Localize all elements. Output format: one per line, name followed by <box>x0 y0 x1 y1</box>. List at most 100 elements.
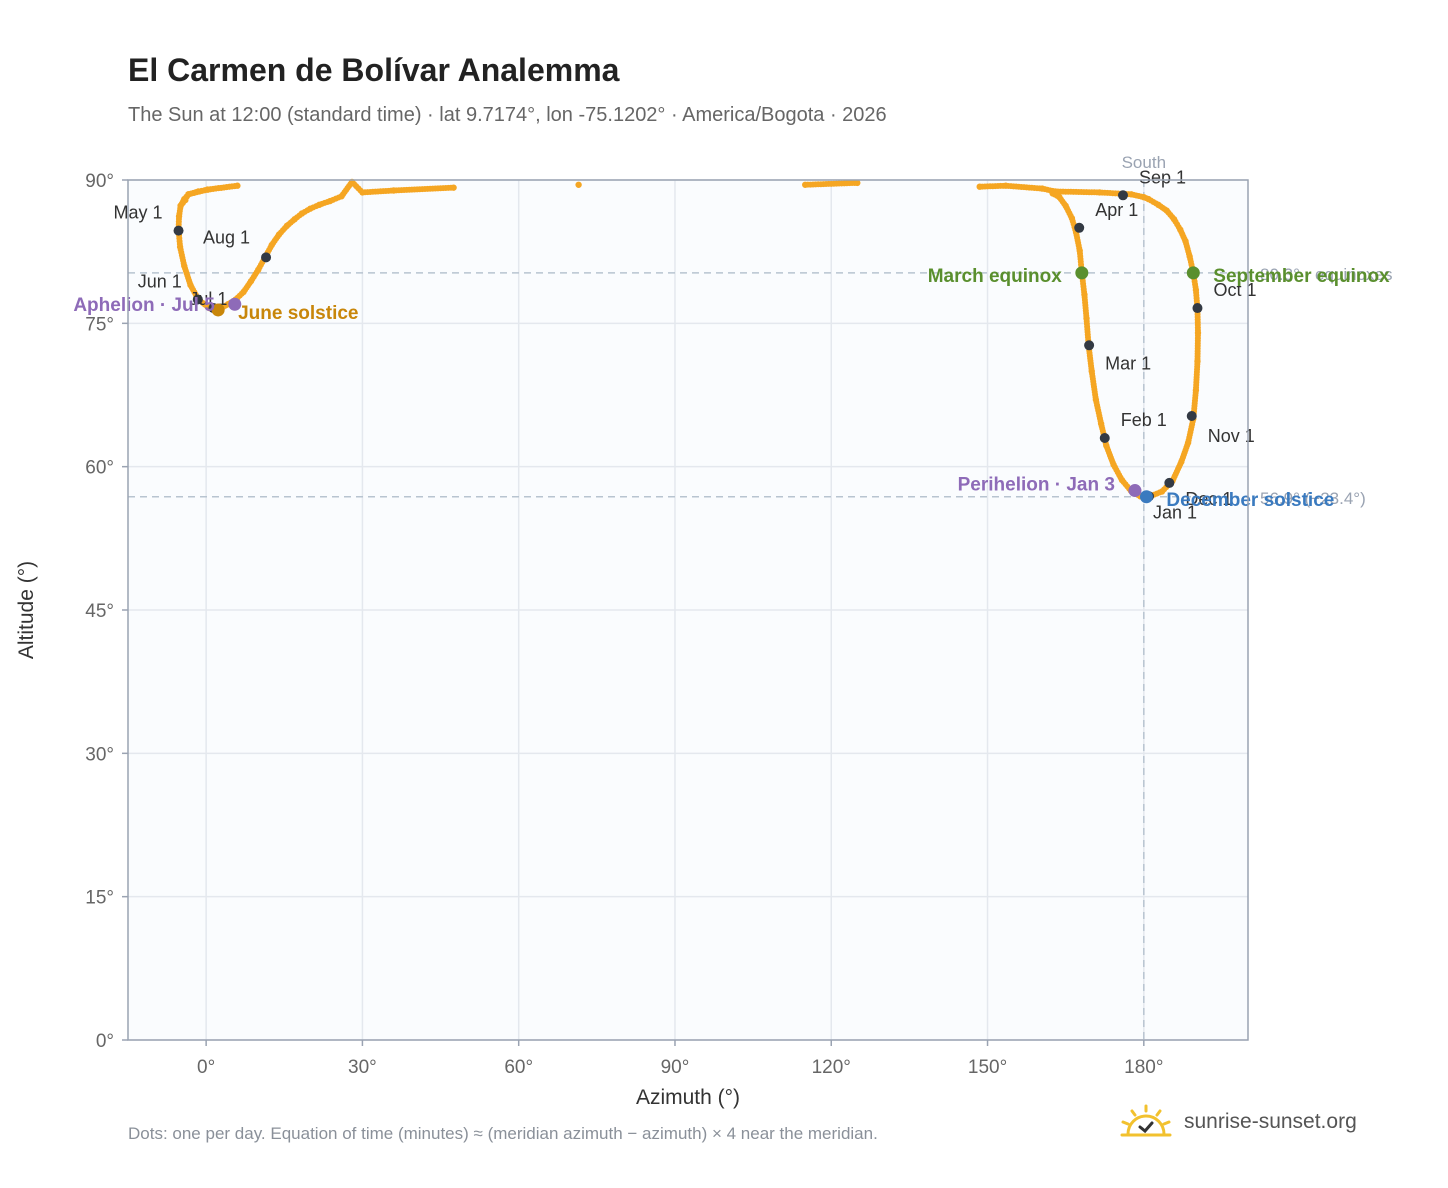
footnote: Dots: one per day. Equation of time (min… <box>128 1124 878 1143</box>
daily-dot <box>1067 212 1074 219</box>
y-tick-label: 90° <box>85 171 114 192</box>
daily-dot <box>278 229 285 236</box>
daily-dot <box>1076 245 1083 252</box>
daily-dot <box>1156 489 1163 496</box>
meridian-label: South <box>1122 153 1166 172</box>
daily-dot <box>1088 365 1095 372</box>
x-axis-label: Azimuth (°) <box>636 1086 740 1109</box>
daily-dot <box>182 265 189 272</box>
month-marker <box>1074 222 1085 233</box>
event-marker <box>1075 266 1089 280</box>
event-marker <box>211 303 225 317</box>
daily-dot <box>1194 361 1201 368</box>
daily-dot <box>1005 182 1012 189</box>
x-tick-label: 120° <box>812 1057 851 1078</box>
x-tick-label: 90° <box>661 1057 690 1078</box>
x-tick-label: 60° <box>504 1057 533 1078</box>
daily-dot <box>310 204 317 211</box>
daily-dot <box>1177 461 1184 468</box>
event-label: March equinox <box>928 266 1063 287</box>
daily-dot <box>1178 228 1185 235</box>
daily-dot <box>1172 218 1179 225</box>
month-marker <box>1099 433 1110 443</box>
brand: sunrise-sunset.org <box>1120 1104 1357 1140</box>
daily-dot <box>242 286 249 293</box>
month-label: May 1 <box>113 203 162 223</box>
daily-dot <box>1193 289 1200 296</box>
daily-dot <box>1157 203 1164 210</box>
daily-dot <box>1130 191 1137 198</box>
chart-title: El Carmen de Bolívar Analemma <box>128 52 620 88</box>
month-label: Feb 1 <box>1121 410 1167 430</box>
chart-subtitle: The Sun at 12:00 (standard time) · lat 9… <box>128 104 887 126</box>
month-label: Sep 1 <box>1139 167 1186 187</box>
month-marker <box>1084 340 1095 351</box>
month-marker <box>1164 477 1175 488</box>
daily-dot <box>362 189 369 196</box>
daily-dot <box>340 191 347 198</box>
reference-lines: South 80.3° · equinoxes 56.9° (−23.4°) <box>128 153 1393 1040</box>
month-marker <box>1186 411 1197 422</box>
x-tick-label: 0° <box>197 1057 215 1078</box>
month-label: Oct 1 <box>1213 280 1256 300</box>
daily-dot <box>177 246 184 253</box>
daily-dot <box>1143 195 1150 202</box>
event-label: September equinox <box>1213 266 1390 287</box>
daily-dot <box>979 183 986 190</box>
daily-dot <box>177 205 184 212</box>
daily-dot <box>1054 192 1061 199</box>
daily-dot <box>1194 332 1201 339</box>
y-tick-label: 45° <box>85 601 114 622</box>
daily-dot <box>1165 209 1172 216</box>
daily-dot <box>175 215 182 222</box>
x-tick-label: 150° <box>968 1057 1007 1078</box>
event-label: June solstice <box>238 303 358 324</box>
y-axis-label: Altitude (°) <box>15 561 38 659</box>
daily-dot <box>285 221 292 228</box>
daily-dot <box>1061 200 1068 207</box>
daily-dot <box>1099 189 1106 196</box>
daily-dot <box>294 214 301 221</box>
y-tick-label: 15° <box>85 888 114 909</box>
month-label: Mar 1 <box>1105 353 1151 373</box>
x-tick-label: 30° <box>348 1057 377 1078</box>
daily-dot <box>1081 288 1088 295</box>
sun-logo-icon <box>1120 1104 1172 1137</box>
month-label: Jan 1 <box>1153 502 1197 522</box>
event-marker <box>228 297 242 311</box>
event-marker <box>1139 490 1153 504</box>
daily-dot <box>804 181 811 188</box>
grid-lines <box>128 179 1248 1041</box>
daily-dot <box>301 208 308 215</box>
month-label: Aug 1 <box>203 227 250 247</box>
y-tick-label: 30° <box>85 744 114 765</box>
event-label: Perihelion · Jan 3 <box>958 475 1115 496</box>
daily-dot <box>179 199 186 206</box>
month-marker <box>1192 303 1203 314</box>
event-markers: March equinox September equinox June solst… <box>73 266 1390 511</box>
daily-dot <box>1147 197 1154 204</box>
daily-dot <box>1109 459 1116 466</box>
daily-dot <box>318 200 325 207</box>
event-marker <box>1128 484 1142 498</box>
month-label: Dec 1 <box>1185 489 1232 509</box>
month-marker <box>192 294 203 305</box>
daily-dot <box>256 264 263 271</box>
event-marker <box>1186 266 1200 280</box>
month-label: Apr 1 <box>1095 200 1138 220</box>
month-marker <box>1117 190 1128 201</box>
axis-ticks: 0° 30° 60° 90° 120° 150° 180° 0° 15° 30° 45° 60° 75°… <box>85 171 1163 1078</box>
daily-dot <box>575 181 582 188</box>
daily-dot <box>188 284 195 291</box>
event-label: Aphelion · Jul 5 <box>73 295 215 316</box>
daily-dot <box>1184 442 1191 449</box>
reference-label: 80.3° · equinoxes <box>1260 265 1393 284</box>
x-tick-label: 180° <box>1124 1057 1163 1078</box>
daily-dot <box>188 190 195 197</box>
daily-dot <box>1183 240 1190 247</box>
y-tick-label: 60° <box>85 458 114 479</box>
daily-dot <box>1187 256 1194 263</box>
daily-dot <box>1041 186 1048 193</box>
